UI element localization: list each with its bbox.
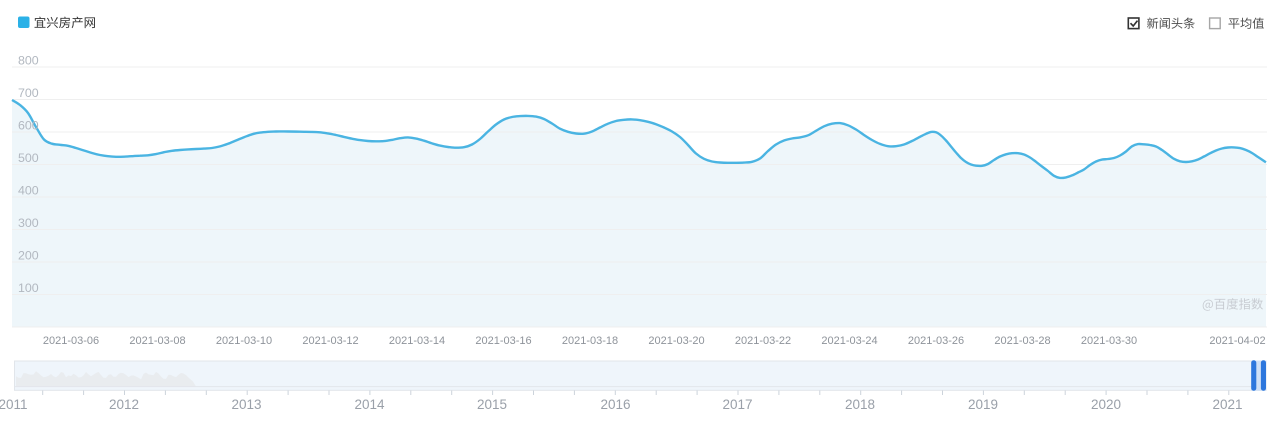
svg-text:2021-04-02: 2021-04-02	[1209, 335, 1265, 347]
svg-text:2011: 2011	[0, 397, 28, 412]
svg-text:2020: 2020	[1091, 397, 1121, 412]
svg-text:700: 700	[18, 86, 39, 100]
svg-text:2021-03-24: 2021-03-24	[821, 335, 877, 347]
svg-text:400: 400	[18, 183, 39, 197]
svg-text:2021-03-14: 2021-03-14	[389, 335, 445, 347]
svg-text:2013: 2013	[231, 397, 261, 412]
svg-text:2021-03-08: 2021-03-08	[129, 335, 185, 347]
svg-text:500: 500	[18, 151, 39, 165]
svg-text:2021-03-16: 2021-03-16	[475, 335, 531, 347]
svg-text:2018: 2018	[845, 397, 875, 412]
svg-text:2021-03-20: 2021-03-20	[648, 335, 704, 347]
svg-text:2014: 2014	[354, 397, 385, 412]
svg-text:2021-03-12: 2021-03-12	[302, 335, 358, 347]
svg-text:2021-03-06: 2021-03-06	[43, 335, 99, 347]
svg-text:2021-03-30: 2021-03-30	[1081, 335, 1137, 347]
svg-text:2015: 2015	[477, 397, 507, 412]
svg-text:100: 100	[18, 281, 39, 295]
svg-text:800: 800	[18, 53, 39, 67]
svg-text:2021-03-26: 2021-03-26	[908, 335, 964, 347]
svg-text:300: 300	[18, 216, 39, 230]
svg-text:2019: 2019	[968, 397, 998, 412]
svg-text:2021-03-22: 2021-03-22	[735, 335, 791, 347]
svg-text:2012: 2012	[109, 397, 139, 412]
svg-text:2021: 2021	[1212, 397, 1242, 412]
svg-text:200: 200	[18, 248, 39, 262]
svg-text:2017: 2017	[722, 397, 752, 412]
svg-text:2021-03-28: 2021-03-28	[994, 335, 1050, 347]
svg-text:2021-03-10: 2021-03-10	[216, 335, 272, 347]
svg-text:2021-03-18: 2021-03-18	[562, 335, 618, 347]
svg-text:600: 600	[18, 118, 39, 132]
svg-text:2016: 2016	[600, 397, 630, 412]
